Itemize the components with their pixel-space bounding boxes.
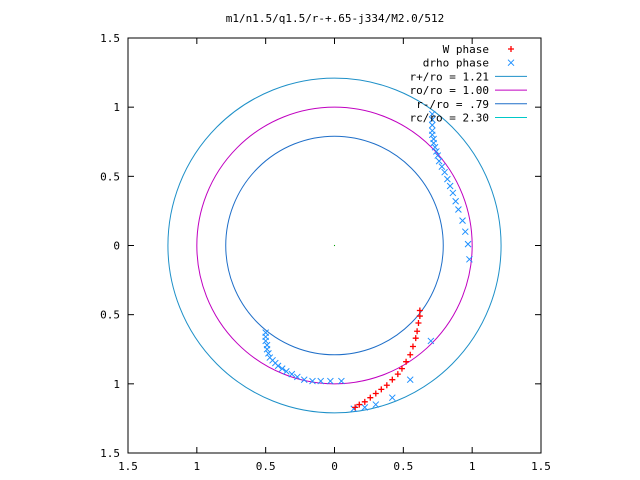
y-tick-label: 0: [113, 240, 120, 253]
legend-label: W phase: [443, 43, 489, 56]
legend-label: r-/ro = .79: [416, 98, 489, 111]
reference-circle: [225, 135, 444, 356]
y-tick-label: 1.5: [100, 447, 120, 460]
drho-phase-point: [435, 157, 443, 165]
drho-phase-point: [428, 121, 436, 129]
legend-label: drho phase: [423, 57, 489, 70]
drho-phase-point: [317, 377, 325, 385]
chart-title: m1/n1.5/q1.5/r-+.65-j334/M2.0/512: [226, 12, 445, 25]
y-tick-label: 0.5: [100, 170, 120, 183]
drho-phase-point: [309, 377, 316, 385]
y-tick-label: 1.5: [100, 32, 120, 45]
origin-marker: [333, 244, 336, 247]
reference-circle: [167, 77, 502, 414]
drho-phase-point: [265, 350, 272, 357]
drho-phase-point: [446, 182, 454, 190]
legend-marker-x: [507, 59, 515, 67]
w-phase-point: [415, 319, 422, 326]
drho-phase-point: [282, 368, 290, 375]
drho-phase-point: [461, 228, 469, 236]
drho-phase-point: [428, 116, 436, 123]
w-phase-point: [416, 307, 423, 314]
x-tick-label: 1.5: [118, 460, 138, 473]
drho-phase-point: [293, 373, 301, 381]
w-phase-point: [372, 390, 379, 397]
drho-phase-point: [262, 337, 270, 345]
drho-phase-point: [452, 197, 460, 205]
y-tick-label: 0.5: [100, 309, 120, 322]
w-phase-point: [383, 382, 390, 389]
reference-circle: [196, 106, 473, 385]
w-phase-point: [403, 358, 410, 365]
drho-phase-point: [263, 345, 271, 353]
x-tick-label: 0: [331, 460, 338, 473]
drho-phase-point: [441, 168, 448, 176]
w-phase-point: [367, 394, 374, 401]
drho-phase-point: [464, 240, 472, 248]
drho-phase-point: [428, 110, 436, 118]
w-phase-point: [352, 404, 359, 411]
drho-phase-point: [438, 163, 446, 171]
x-tick-label: 0.5: [393, 460, 413, 473]
w-phase-point: [389, 376, 396, 383]
x-tick-label: 1: [194, 460, 201, 473]
drho-phase-point: [455, 206, 462, 213]
x-axis-ticks: 1.5 1 0.5 0 0.5 1 1.5: [118, 38, 551, 473]
drho-phase-point: [430, 139, 437, 147]
w-phase-point: [409, 343, 416, 350]
drho-phase-point: [274, 362, 282, 370]
drho-phase-point: [449, 189, 457, 197]
drho-phase-point: [350, 405, 358, 413]
drho-phase-point: [433, 148, 440, 155]
origin-dot: [333, 244, 336, 247]
reference-circles: [167, 77, 502, 414]
w-phase-point: [412, 335, 419, 342]
w-phase-point: [378, 386, 385, 393]
drho-phase-point: [431, 143, 439, 151]
drho-phase-point: [466, 255, 473, 263]
w-phase-point: [356, 401, 363, 408]
w-phase-point: [407, 351, 414, 358]
drho-phase-point: [300, 376, 308, 384]
y-axis-ticks: 1.5 1 0.5 0 0.5 1 1.5: [100, 32, 541, 460]
drho-phase-point: [327, 377, 334, 385]
x-tick-label: 1: [469, 460, 476, 473]
legend-label: ro/ro = 1.00: [410, 84, 489, 97]
x-tick-label: 0.5: [256, 460, 276, 473]
drho-phase-point: [428, 131, 436, 139]
legend-marker-plus: [508, 46, 514, 52]
drho-phase-point: [372, 401, 380, 408]
w-phase-point: [416, 313, 423, 320]
w-phase-point: [414, 328, 421, 335]
w-phase-point: [361, 398, 368, 405]
legend-label: r+/ro = 1.21: [410, 70, 489, 83]
y-tick-label: 1: [113, 101, 120, 114]
w-phase-series: [352, 307, 423, 411]
drho-phase-point: [427, 337, 435, 345]
y-tick-label: 1: [113, 378, 120, 391]
drho-phase-point: [444, 175, 451, 183]
drho-phase-point: [288, 370, 296, 378]
drho-phase-point: [388, 394, 396, 402]
drho-phase-series: [262, 110, 473, 413]
x-tick-label: 1.5: [531, 460, 551, 473]
w-phase-point: [398, 365, 405, 372]
w-phase-point: [394, 371, 401, 378]
drho-phase-point: [338, 377, 345, 385]
drho-phase-point: [361, 403, 369, 411]
drho-phase-point: [406, 376, 414, 384]
legend-label: rc/ro = 2.30: [410, 112, 489, 125]
drho-phase-point: [278, 365, 286, 372]
drho-phase-point: [459, 217, 466, 224]
drho-phase-point: [434, 152, 442, 159]
